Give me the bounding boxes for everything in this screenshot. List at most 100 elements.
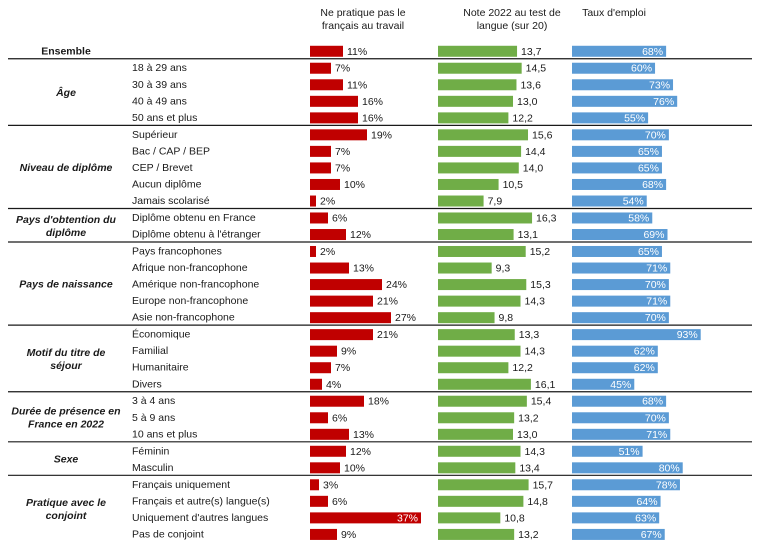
value-test-score: 15,7 (533, 479, 554, 491)
category-label: CEP / Brevet (132, 162, 193, 174)
value-test-score: 14,3 (525, 446, 546, 458)
bar-no-french-at-work (310, 229, 346, 241)
bar-test-score (438, 495, 524, 507)
category-label: 40 à 49 ans (132, 95, 187, 107)
value-employment-rate: 68% (642, 396, 663, 408)
value-employment-rate: 73% (649, 79, 670, 91)
bar-employment-rate (572, 479, 680, 491)
value-no-french-at-work: 13% (353, 263, 374, 275)
value-employment-rate: 65% (638, 162, 659, 174)
bar-employment-rate (572, 329, 701, 341)
bar-no-french-at-work (310, 195, 316, 207)
category-label: 50 ans et plus (132, 112, 197, 124)
bar-no-french-at-work (310, 95, 358, 107)
bar-employment-rate (572, 79, 674, 91)
category-label: Pays francophones (132, 245, 222, 257)
bar-test-score (438, 312, 495, 324)
category-label: Diplôme obtenu à l'étranger (132, 229, 261, 241)
value-test-score: 14,5 (526, 63, 547, 75)
bar-test-score (438, 378, 531, 390)
value-employment-rate: 62% (634, 362, 655, 374)
header-test-score: Note 2022 au test de (463, 7, 561, 19)
category-label: Aucun diplôme (132, 178, 202, 190)
bar-employment-rate (572, 129, 669, 141)
bar-no-french-at-work (310, 62, 331, 74)
value-employment-rate: 54% (623, 196, 644, 208)
value-employment-rate: 68% (642, 179, 663, 191)
bar-no-french-at-work (310, 512, 421, 524)
bar-no-french-at-work (310, 378, 322, 390)
bar-test-score (438, 79, 517, 91)
category-label: Féminin (132, 445, 170, 457)
bar-no-french-at-work (310, 428, 349, 440)
value-employment-rate: 65% (638, 146, 659, 158)
bar-employment-rate (572, 145, 662, 157)
bar-test-score (438, 45, 518, 57)
value-no-french-at-work: 6% (332, 412, 347, 424)
group-label: Pratique avec le (26, 497, 106, 509)
bar-employment-rate (572, 62, 656, 74)
bar-no-french-at-work (310, 412, 328, 424)
group-label: France en 2022 (28, 418, 104, 430)
value-test-score: 13,0 (517, 429, 538, 441)
category-label: Diplôme obtenu en France (132, 212, 256, 224)
value-no-french-at-work: 16% (362, 112, 383, 124)
bar-employment-rate (572, 445, 643, 457)
value-employment-rate: 71% (646, 263, 667, 275)
group-label: séjour (50, 360, 82, 372)
bar-employment-rate (572, 245, 662, 257)
bar-employment-rate (572, 378, 635, 390)
value-no-french-at-work: 21% (377, 296, 398, 308)
value-test-score: 13,1 (518, 229, 539, 241)
group-label: Durée de présence en (11, 405, 120, 417)
value-employment-rate: 70% (645, 279, 666, 291)
bar-no-french-at-work (310, 79, 343, 91)
category-label: Supérieur (132, 129, 178, 141)
category-label: 10 ans et plus (132, 428, 197, 440)
value-no-french-at-work: 11% (347, 46, 367, 58)
group-label: Ensemble (41, 45, 91, 57)
category-label: Bac / CAP / BEP (132, 145, 210, 157)
category-label: Amérique non-francophone (132, 279, 259, 291)
category-label: Afrique non-francophone (132, 262, 248, 274)
value-test-score: 14,8 (527, 496, 548, 508)
bar-employment-rate (572, 362, 658, 374)
category-label: Économique (132, 328, 191, 341)
value-no-french-at-work: 7% (335, 63, 350, 75)
value-employment-rate: 80% (659, 462, 680, 474)
group-label: Motif du titre de (27, 347, 106, 359)
value-no-french-at-work: 19% (371, 129, 392, 141)
group-label: Pays de naissance (19, 279, 113, 291)
header-no-french-at-work: Ne pratique pas le (320, 7, 405, 19)
bar-no-french-at-work (310, 345, 337, 357)
category-label: Français et autre(s) langue(s) (132, 495, 270, 507)
bar-test-score (438, 229, 514, 241)
value-employment-rate: 70% (645, 312, 666, 324)
bar-employment-rate (572, 162, 662, 174)
group-label: conjoint (46, 510, 87, 522)
bar-no-french-at-work (310, 129, 367, 141)
value-employment-rate: 67% (641, 529, 662, 541)
value-employment-rate: 71% (646, 296, 667, 308)
group-label: Pays d'obtention du (16, 214, 117, 226)
group-label: Âge (55, 86, 76, 99)
category-label: Masculin (132, 462, 174, 474)
bar-employment-rate (572, 462, 683, 474)
value-no-french-at-work: 13% (353, 429, 374, 441)
bar-no-french-at-work (310, 212, 328, 224)
bar-test-score (438, 395, 527, 407)
bar-no-french-at-work (310, 312, 391, 324)
bar-test-score (438, 162, 519, 174)
bar-employment-rate (572, 495, 661, 507)
header-employment-rate: Taux d'emploi (582, 7, 646, 19)
value-test-score: 12,2 (512, 362, 533, 374)
value-no-french-at-work: 3% (323, 479, 338, 491)
value-no-french-at-work: 6% (332, 212, 347, 224)
bar-test-score (438, 95, 514, 107)
category-label: Asie non-francophone (132, 312, 235, 324)
category-label: 3 à 4 ans (132, 395, 175, 407)
value-test-score: 9,3 (496, 263, 511, 275)
value-test-score: 14,3 (525, 296, 546, 308)
bar-no-french-at-work (310, 362, 331, 374)
value-no-french-at-work: 7% (335, 362, 350, 374)
